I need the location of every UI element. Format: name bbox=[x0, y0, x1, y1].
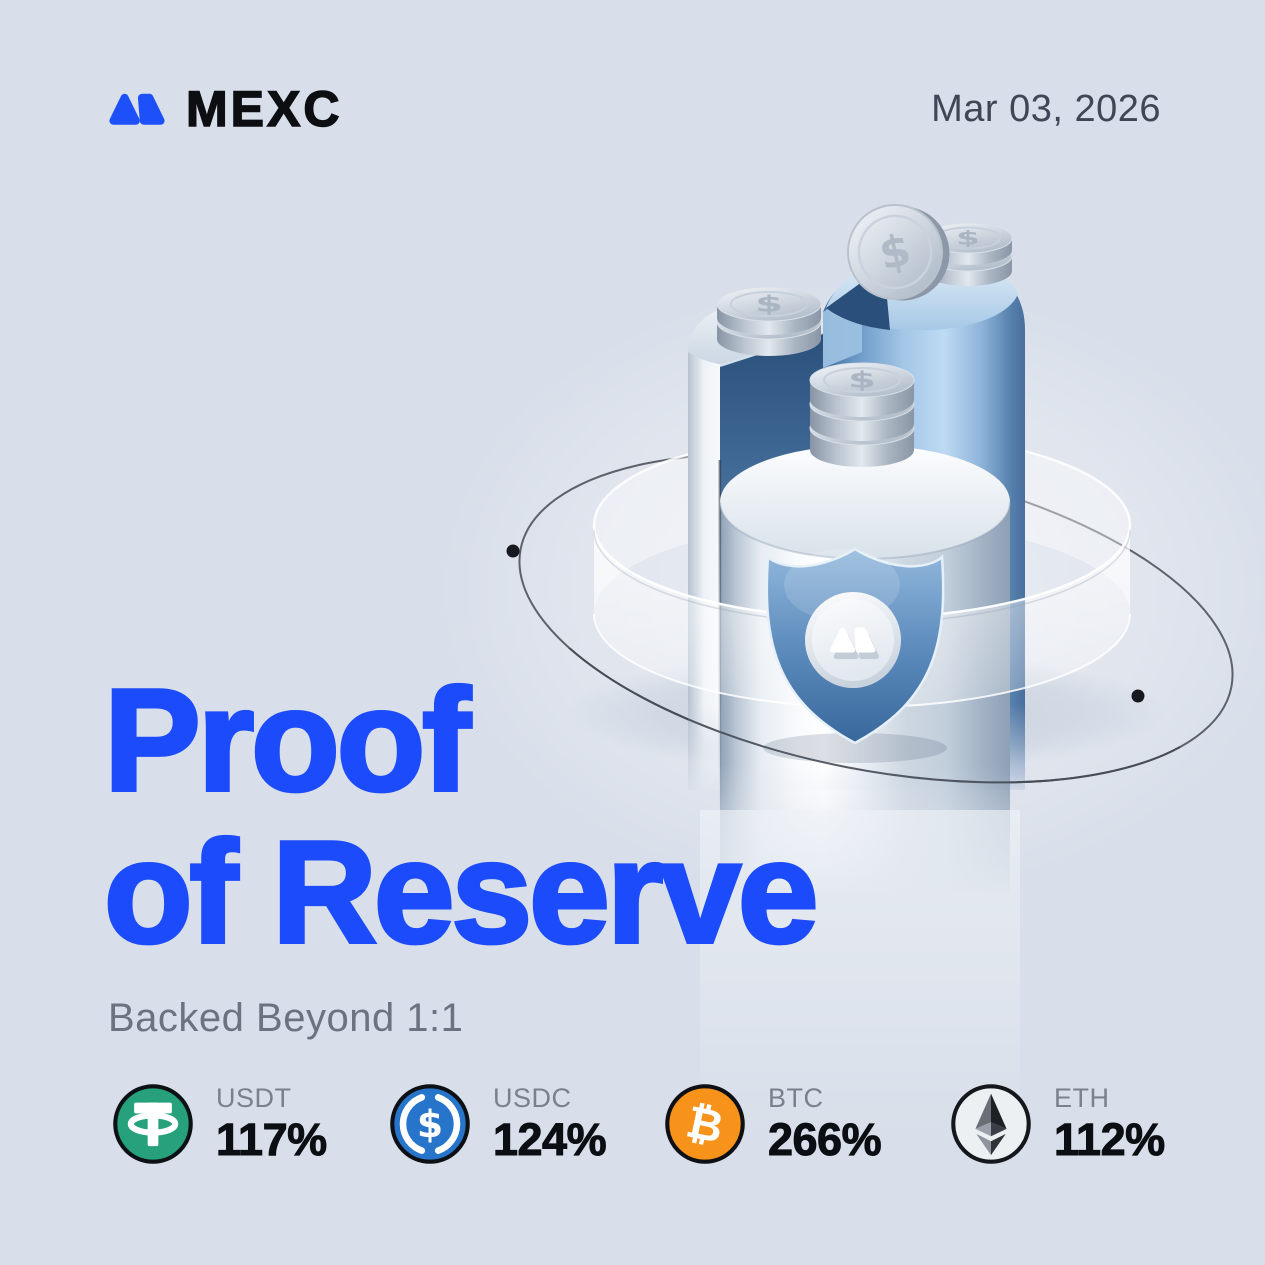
date-label: Mar 03, 2026 bbox=[931, 88, 1161, 130]
stat-value: 266% bbox=[767, 1114, 882, 1166]
dollar-engraving: $ bbox=[755, 291, 783, 317]
tether-coin-icon bbox=[113, 1084, 193, 1164]
bitcoin-coin-icon: ₿ bbox=[665, 1084, 745, 1164]
mexc-badge-logo-icon bbox=[830, 627, 879, 660]
brand-wordmark: MEXC bbox=[185, 81, 343, 137]
dollar-engraving: $ bbox=[848, 367, 876, 393]
dollar-engraving: $ bbox=[875, 224, 916, 280]
stat-eth: ETH 112% bbox=[950, 1082, 1166, 1166]
stat-ticker: BTC bbox=[768, 1083, 824, 1113]
stat-value: 117% bbox=[216, 1114, 328, 1166]
ethereum-coin-icon bbox=[951, 1084, 1031, 1164]
page-title-line1: Proof bbox=[102, 659, 473, 821]
page-subtitle: Backed Beyond 1:1 bbox=[108, 996, 464, 1040]
glass-ring-back bbox=[592, 430, 1132, 614]
usdc-coin-icon: $ bbox=[390, 1084, 470, 1164]
svg-text:$: $ bbox=[417, 1102, 443, 1146]
page-title-line2: of Reserve bbox=[102, 811, 820, 973]
coin-stack-right: $ bbox=[923, 222, 1013, 286]
stat-ticker: ETH bbox=[1054, 1083, 1110, 1113]
standing-dollar-coin: $ bbox=[847, 204, 950, 301]
mexc-logo-icon bbox=[109, 93, 165, 125]
stat-usdc: $ USDC 124% bbox=[389, 1082, 607, 1166]
stat-value: 112% bbox=[1054, 1114, 1166, 1166]
coin-stack-front: $ bbox=[809, 362, 915, 467]
stat-value: 124% bbox=[492, 1114, 607, 1166]
dollar-engraving: $ bbox=[956, 228, 980, 249]
page-title: Proof of Reserve bbox=[102, 659, 820, 973]
brand-header: MEXC bbox=[106, 81, 343, 137]
stat-btc: ₿ BTC 266% bbox=[664, 1082, 882, 1166]
orbit-dot-right bbox=[1131, 689, 1145, 703]
coin-stack-left: $ bbox=[716, 286, 822, 356]
stat-ticker: USDT bbox=[216, 1083, 292, 1113]
stat-usdt: USDT 117% bbox=[112, 1082, 328, 1166]
stat-ticker: USDC bbox=[493, 1083, 572, 1113]
orbit-dot-left bbox=[506, 544, 520, 558]
shield-badge bbox=[805, 592, 901, 688]
